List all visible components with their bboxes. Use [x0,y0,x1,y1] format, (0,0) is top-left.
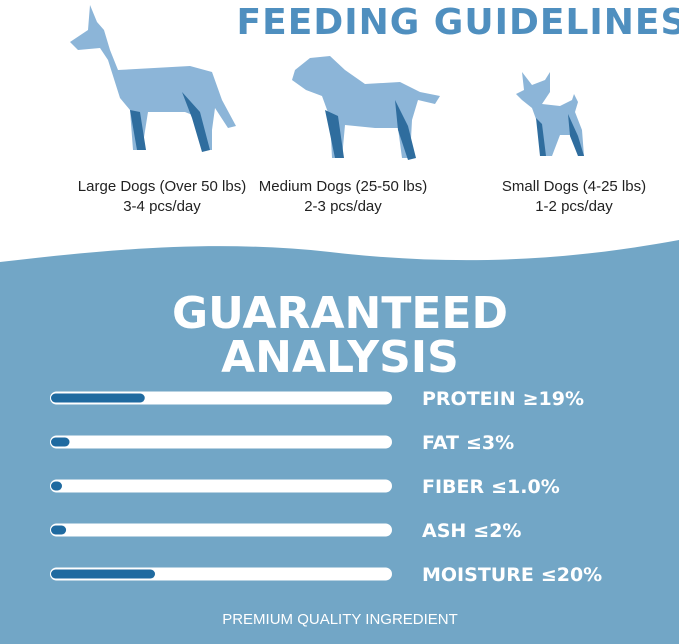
analysis-title: GUARANTEED [172,288,508,339]
bar-fill [51,525,67,535]
analysis-title: ANALYSIS [221,332,459,383]
nutrient-label: FAT ≤3% [422,432,514,454]
bar-track [50,479,392,493]
nutrient-name: PROTEIN [422,388,516,410]
bar-fill [51,393,145,403]
nutrient-label: FIBER ≤1.0% [422,476,560,498]
dog-size: Medium Dogs (25-50 lbs) [259,178,427,195]
nutrient-value: ≤20% [541,564,602,586]
dog-size: Small Dogs (4-25 lbs) [502,178,646,195]
nutrient-label: MOISTURE ≤20% [422,564,602,586]
bar-track [50,435,392,449]
nutrient-value: ≥19% [523,388,584,410]
dog-size: Large Dogs (Over 50 lbs) [78,178,246,195]
nutrient-name: MOISTURE [422,564,534,586]
dog-amount: 3-4 pcs/day [123,198,201,215]
bar-fill [51,481,62,491]
nutrient-value: ≤3% [466,432,514,454]
large-dog-icon [70,5,236,152]
title: FEEDING GUIDELINES [237,2,679,43]
nutrient-value: ≤2% [473,520,521,542]
nutrient-name: FIBER [422,476,485,498]
nutrient-value: ≤1.0% [491,476,560,498]
bars: PROTEIN ≥19% FAT ≤3% FIBER ≤1.0% ASH ≤2% MOISTUR… [50,388,602,586]
nutrient-label: ASH ≤2% [422,520,521,542]
bar-fill [51,437,70,447]
footer: PREMIUM QUALITY INGREDIENT [222,611,458,628]
nutrient-label: PROTEIN ≥19% [422,388,584,410]
dog-amount: 1-2 pcs/day [535,198,613,215]
bar-fill [51,569,156,579]
bar-track [50,523,392,537]
medium-dog-icon [292,56,440,160]
small-dog-icon [516,72,584,156]
dog-amount: 2-3 pcs/day [304,198,382,215]
nutrient-name: FAT [422,432,459,454]
nutrient-name: ASH [422,520,466,542]
